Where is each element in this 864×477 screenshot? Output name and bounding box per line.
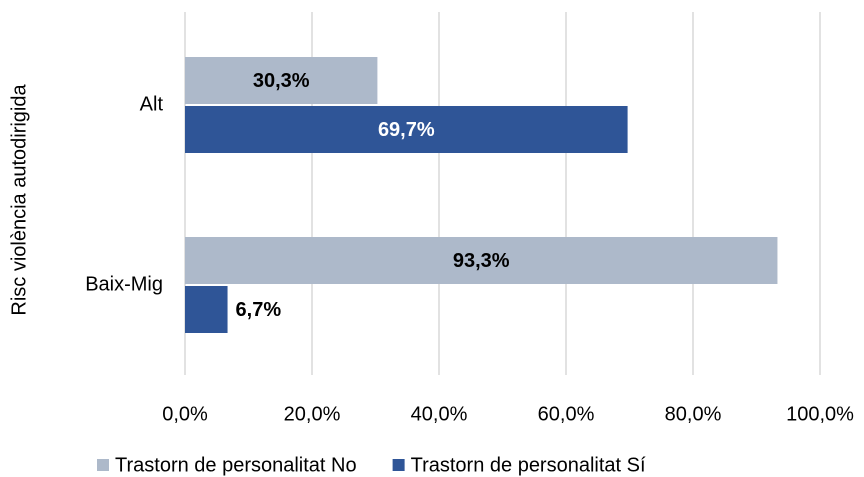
x-tick-label: 40,0%	[411, 403, 468, 425]
x-tick-label: 20,0%	[284, 403, 341, 425]
bar	[185, 286, 228, 333]
bar	[185, 237, 778, 284]
legend-swatch	[392, 459, 405, 471]
y-tick-label: Baix-Mig	[85, 273, 163, 295]
data-label: 69,7%	[378, 119, 435, 141]
legend-label: Trastorn de personalitat Sí	[411, 454, 646, 476]
x-tick-label: 0,0%	[162, 403, 208, 425]
data-label: 30,3%	[253, 70, 310, 92]
y-axis-label: Risc violència autodirigida	[8, 84, 30, 316]
data-label: 93,3%	[453, 250, 510, 272]
y-tick-label: Alt	[140, 93, 164, 115]
data-label: 6,7%	[236, 299, 282, 321]
legend-swatch	[97, 459, 109, 471]
x-tick-label: 60,0%	[538, 403, 595, 425]
x-tick-label: 100,0%	[786, 403, 854, 425]
bar	[185, 106, 628, 153]
x-tick-label: 80,0%	[665, 403, 722, 425]
bar	[185, 57, 378, 104]
legend-label: Trastorn de personalitat No	[115, 454, 357, 476]
